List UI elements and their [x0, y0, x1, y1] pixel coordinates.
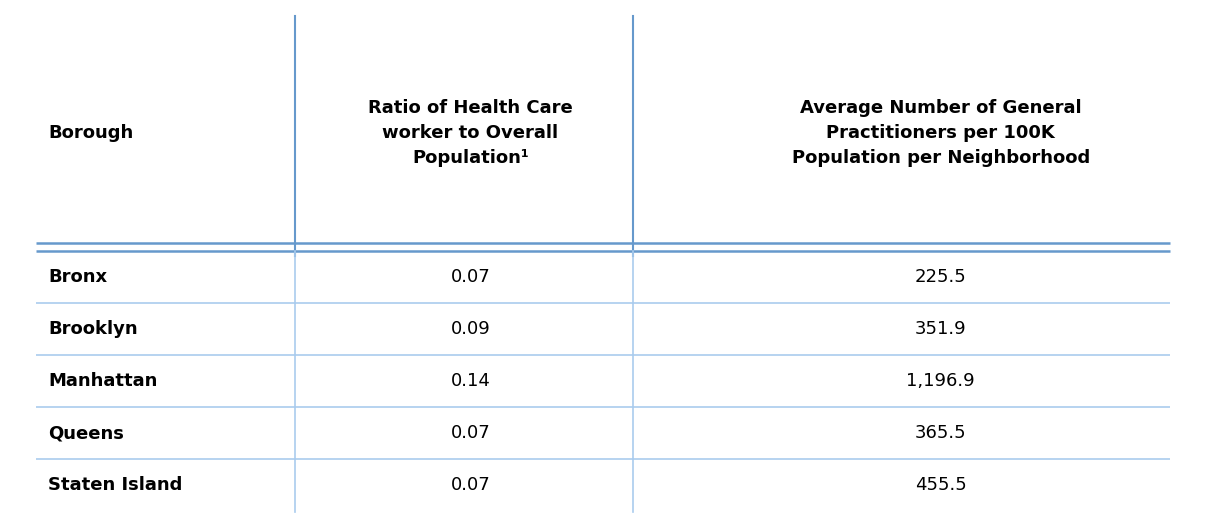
Text: 0.14: 0.14	[450, 372, 491, 390]
Text: Staten Island: Staten Island	[48, 477, 182, 494]
Text: 0.07: 0.07	[451, 268, 490, 286]
Text: 455.5: 455.5	[915, 477, 966, 494]
Text: Manhattan: Manhattan	[48, 372, 158, 390]
Text: 0.07: 0.07	[451, 424, 490, 442]
Text: 1,196.9: 1,196.9	[907, 372, 974, 390]
Text: 365.5: 365.5	[915, 424, 966, 442]
Text: Queens: Queens	[48, 424, 124, 442]
Text: 0.09: 0.09	[451, 320, 490, 338]
Text: 225.5: 225.5	[915, 268, 966, 286]
Text: Borough: Borough	[48, 124, 134, 142]
Text: Ratio of Health Care
worker to Overall
Population¹: Ratio of Health Care worker to Overall P…	[368, 99, 573, 167]
Text: 0.07: 0.07	[451, 477, 490, 494]
Text: 351.9: 351.9	[915, 320, 966, 338]
Text: Brooklyn: Brooklyn	[48, 320, 137, 338]
Text: Bronx: Bronx	[48, 268, 107, 286]
Text: Average Number of General
Practitioners per 100K
Population per Neighborhood: Average Number of General Practitioners …	[791, 99, 1090, 167]
